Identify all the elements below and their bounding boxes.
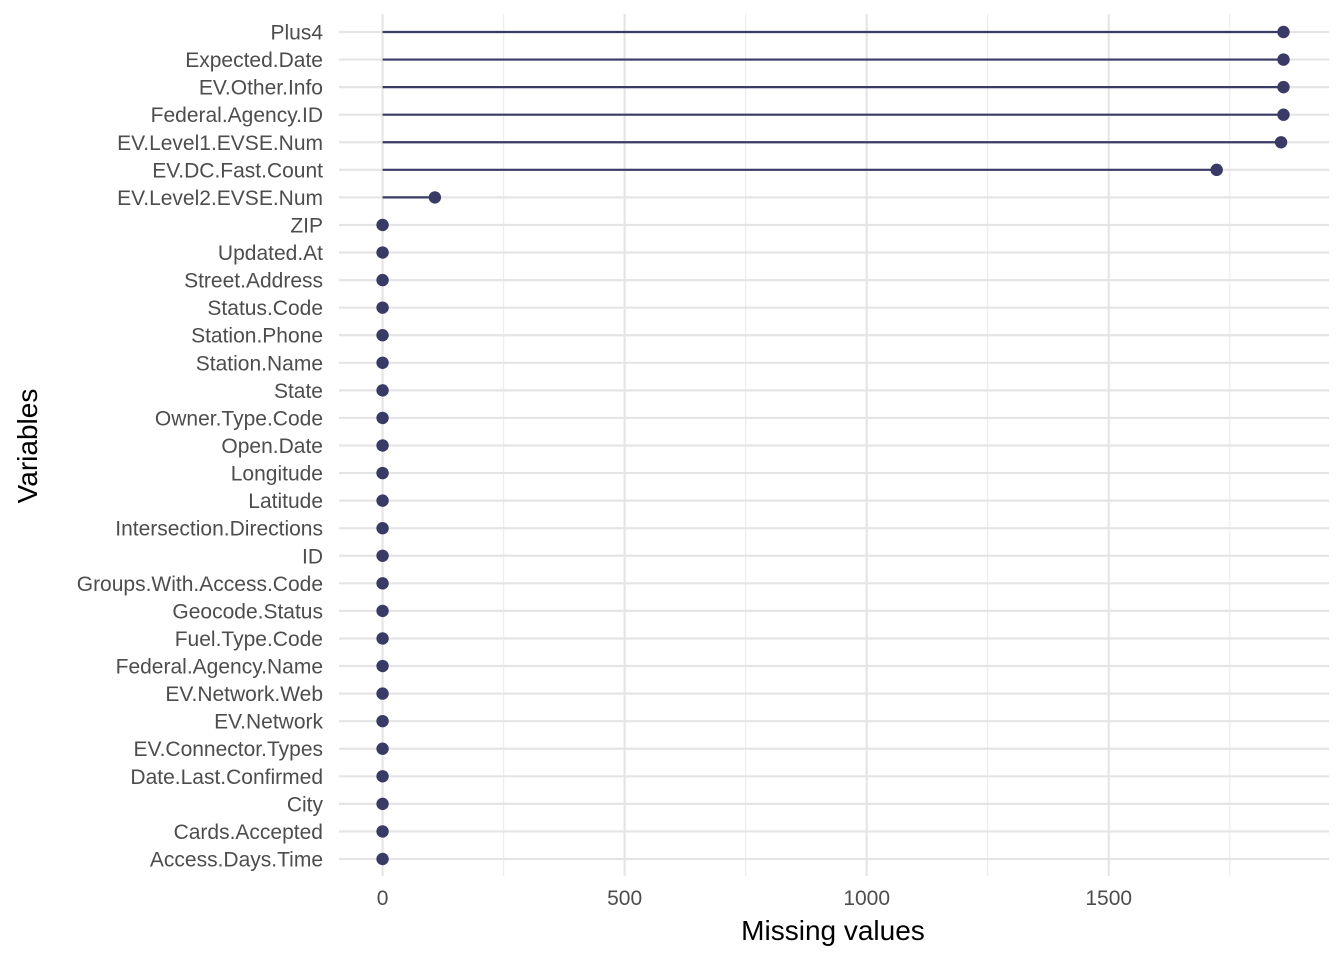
category-label: ID — [302, 545, 323, 568]
category-label: Date.Last.Confirmed — [130, 766, 323, 789]
lollipop-dot — [376, 356, 389, 369]
lollipop-dot — [376, 797, 389, 811]
category-label: City — [287, 793, 324, 816]
category-label: Fuel.Type.Code — [175, 628, 323, 651]
y-axis-tick-labels: Plus4 Expected.Date EV.Other.Info Federal.A… — [77, 22, 324, 872]
category-label: EV.DC.Fast.Count — [152, 159, 323, 182]
category-label: EV.Level2.EVSE.Num — [117, 187, 323, 210]
category-label: Cards.Accepted — [174, 821, 323, 844]
lollipop-stems — [382, 30, 1284, 199]
x-tick-label: 500 — [607, 887, 642, 910]
x-tick-label: 0 — [377, 887, 389, 910]
lollipop-dot — [376, 604, 389, 618]
category-label: Groups.With.Access.Code — [77, 573, 323, 596]
lollipop-dot — [376, 659, 389, 673]
category-label: EV.Connector.Types — [133, 738, 323, 761]
category-label: EV.Level1.EVSE.Num — [117, 132, 323, 155]
category-label: Latitude — [248, 490, 323, 513]
category-label: Expected.Date — [185, 49, 323, 72]
lollipop-dot — [376, 742, 389, 755]
lollipop-dot — [1277, 80, 1290, 94]
lollipop-dot — [376, 411, 389, 425]
lollipop-dot — [376, 852, 389, 866]
category-label: ZIP — [290, 214, 323, 237]
lollipop-dot — [376, 577, 389, 590]
lollipop-dot — [1277, 25, 1290, 39]
category-label: Geocode.Status — [172, 600, 323, 623]
x-tick-label: 1000 — [843, 887, 890, 910]
x-axis-title: Missing values — [741, 915, 925, 946]
lollipop-dot — [376, 825, 389, 838]
category-label: Owner.Type.Code — [155, 407, 323, 430]
lollipop-dot — [1210, 163, 1223, 177]
lollipop-dot — [376, 687, 389, 700]
lollipop-dot — [376, 218, 389, 232]
category-label: Status.Code — [207, 297, 323, 320]
x-tick-label: 1500 — [1085, 887, 1132, 910]
lollipop-dot — [376, 549, 389, 562]
x-axis-tick-labels: 0 500 1000 1500 — [377, 887, 1132, 910]
y-axis-title: Variables — [12, 389, 43, 504]
category-label: Street.Address — [184, 270, 323, 293]
category-label: Federal.Agency.ID — [151, 104, 323, 127]
lollipop-dot — [376, 273, 389, 287]
lollipop-dot — [1277, 53, 1290, 66]
category-label: Open.Date — [221, 435, 323, 458]
category-label: EV.Network.Web — [165, 683, 323, 706]
category-label: Intersection.Directions — [115, 518, 323, 541]
category-label: Station.Phone — [191, 325, 323, 348]
lollipop-dot — [1274, 136, 1288, 149]
category-label: Station.Name — [196, 352, 323, 375]
category-label: Longitude — [231, 463, 323, 486]
lollipop-dot — [376, 329, 389, 342]
category-label: Access.Days.Time — [150, 849, 323, 872]
lollipop-dot — [376, 632, 389, 645]
category-label: EV.Network — [214, 711, 323, 734]
lollipop-dot — [428, 191, 442, 204]
lollipop-dot — [376, 301, 389, 314]
lollipop-dot — [376, 246, 389, 259]
lollipop-dot — [376, 439, 389, 452]
lollipop-dot — [376, 466, 389, 480]
lollipop-dot — [1277, 108, 1290, 121]
lollipop-dot — [376, 384, 389, 397]
lollipop-dot — [376, 714, 389, 728]
category-label: Plus4 — [270, 22, 323, 45]
lollipop-dot — [376, 494, 389, 507]
category-label: State — [274, 380, 323, 403]
lollipop-dot — [376, 770, 389, 783]
category-label: Federal.Agency.Name — [116, 656, 323, 679]
lollipop-dots — [376, 25, 1290, 866]
lollipop-dot — [376, 522, 389, 535]
category-label: Updated.At — [218, 242, 323, 265]
category-label: EV.Other.Info — [199, 77, 323, 100]
